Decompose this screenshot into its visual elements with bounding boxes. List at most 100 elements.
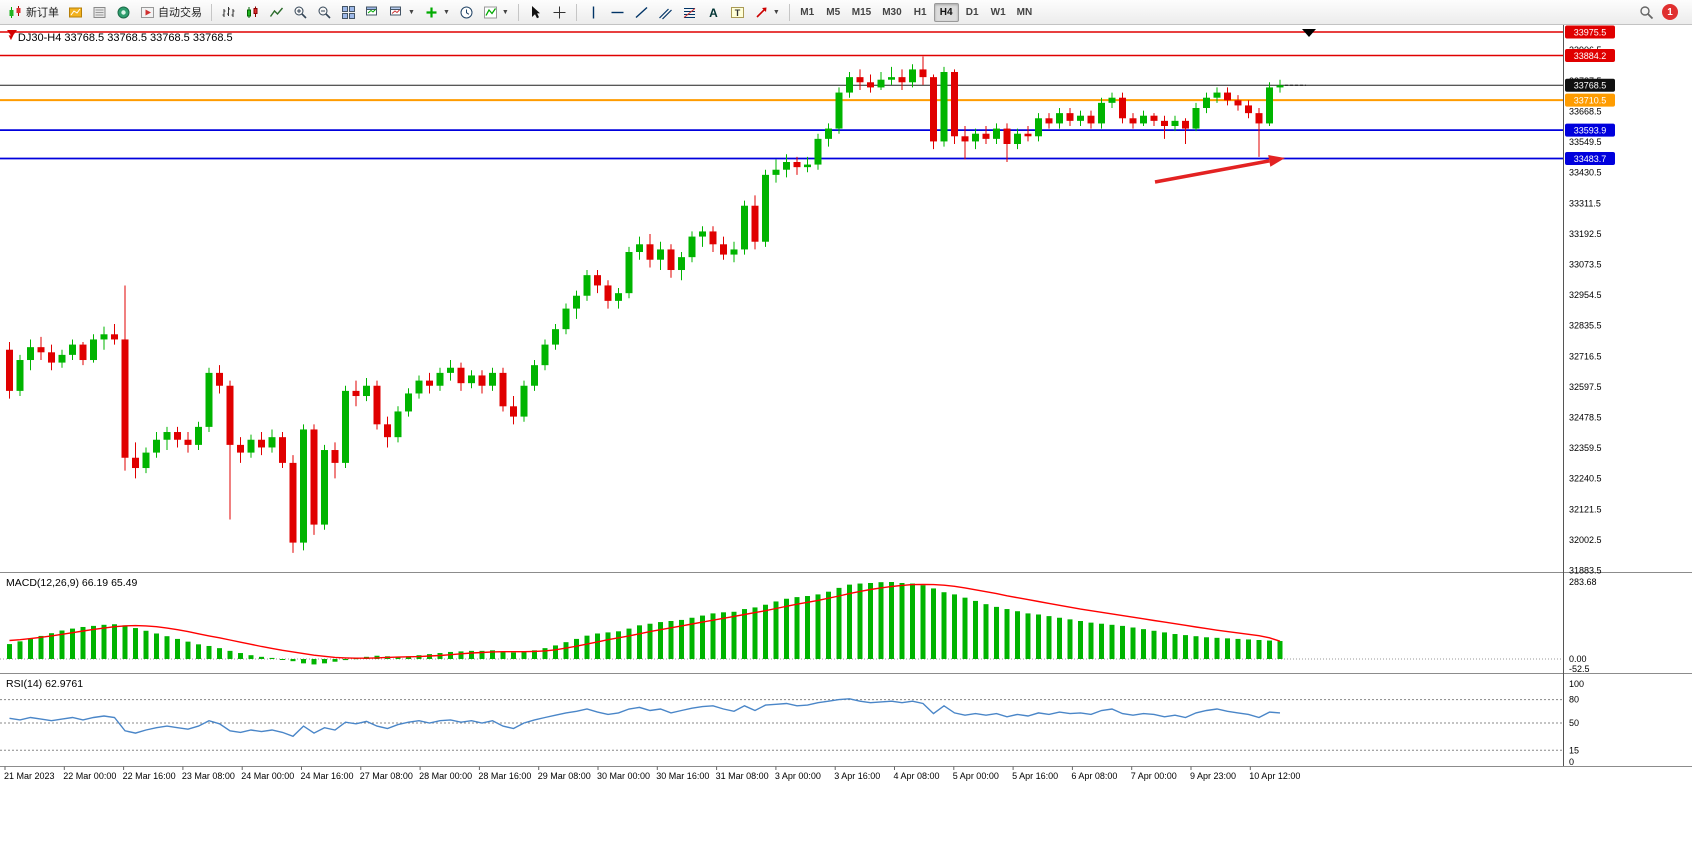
new-chart-icon: [69, 7, 82, 17]
svg-text:0.00: 0.00: [1569, 654, 1587, 664]
svg-text:24 Mar 00:00: 24 Mar 00:00: [241, 771, 294, 781]
macd-values: 66.19 65.49: [81, 577, 138, 589]
svg-text:5 Apr 00:00: 5 Apr 00:00: [953, 771, 999, 781]
candlestick-chart-icon: [247, 6, 258, 18]
indicators-button[interactable]: ▼: [479, 2, 513, 23]
channel-tool-button[interactable]: [654, 2, 677, 23]
chart-ohlc-label: ▼ DJ30-H4 33768.5 33768.5 33768.5 33768.5: [7, 32, 233, 44]
arrow-tool-icon: [756, 7, 767, 18]
chart-area: 33906.533787.533668.533549.533430.533311…: [0, 25, 1692, 850]
autotrading-button[interactable]: 自动交易: [136, 2, 206, 23]
text-tool-button[interactable]: A: [702, 2, 725, 23]
rsi-value: 62.9761: [45, 678, 84, 690]
svg-text:0: 0: [1569, 757, 1574, 767]
tile-windows-button[interactable]: [337, 2, 360, 23]
svg-text:21 Mar 2023: 21 Mar 2023: [4, 771, 55, 781]
cascade-windows-button[interactable]: [361, 2, 384, 23]
cascade-windows-icon: [366, 6, 377, 15]
chart-profile-button[interactable]: ▼: [385, 2, 419, 23]
timeframe-button-m30[interactable]: M30: [877, 3, 906, 22]
svg-text:23 Mar 08:00: 23 Mar 08:00: [182, 771, 235, 781]
chevron-down-icon: ▼: [408, 8, 415, 16]
new-chart-button[interactable]: [64, 2, 87, 23]
new-order-button[interactable]: 新订单: [4, 2, 63, 23]
crosshair-button[interactable]: [548, 2, 571, 23]
svg-text:30 Mar 16:00: 30 Mar 16:00: [656, 771, 709, 781]
horizontal-line-icon: [611, 11, 624, 13]
price-chart-canvas[interactable]: 33906.533787.533668.533549.533430.533311…: [0, 25, 1692, 850]
chart-profile-icon: [390, 6, 401, 15]
svg-text:32359.5: 32359.5: [1569, 443, 1602, 453]
svg-text:10 Apr 12:00: 10 Apr 12:00: [1249, 771, 1300, 781]
line-chart-button[interactable]: [265, 2, 288, 23]
svg-text:33668.5: 33668.5: [1569, 106, 1602, 116]
svg-text:28 Mar 16:00: 28 Mar 16:00: [478, 771, 531, 781]
autotrading-icon: [141, 6, 154, 18]
candlestick-chart-button[interactable]: [241, 2, 264, 23]
data-window-button[interactable]: [88, 2, 111, 23]
search-icon[interactable]: [1639, 5, 1654, 20]
new-order-label: 新订单: [26, 7, 59, 19]
line-chart-icon: [269, 7, 284, 17]
ohlc-values: 33768.5 33768.5 33768.5 33768.5: [64, 32, 233, 44]
timeframe-button-d1[interactable]: D1: [960, 3, 985, 22]
period-clock-button[interactable]: [455, 2, 478, 23]
svg-text:4 Apr 08:00: 4 Apr 08:00: [894, 771, 940, 781]
zoom-in-icon: [294, 6, 307, 19]
timeframe-button-m1[interactable]: M1: [795, 3, 820, 22]
svg-text:24 Mar 16:00: 24 Mar 16:00: [301, 771, 354, 781]
zoom-out-icon: [318, 6, 331, 19]
svg-text:32954.5: 32954.5: [1569, 290, 1602, 300]
svg-text:7 Apr 00:00: 7 Apr 00:00: [1131, 771, 1177, 781]
svg-text:22 Mar 16:00: 22 Mar 16:00: [123, 771, 176, 781]
timeframe-button-h4[interactable]: H4: [933, 2, 959, 22]
chevron-down-icon: ▼: [442, 8, 450, 16]
svg-text:33430.5: 33430.5: [1569, 168, 1602, 178]
svg-text:5 Apr 16:00: 5 Apr 16:00: [1012, 771, 1058, 781]
timeframe-button-m5[interactable]: M5: [821, 3, 846, 22]
svg-text:33975.5: 33975.5: [1574, 28, 1607, 38]
arrows-tool-button[interactable]: ▼: [750, 2, 784, 23]
svg-text:27 Mar 08:00: 27 Mar 08:00: [360, 771, 413, 781]
trendline-tool-button[interactable]: [630, 2, 653, 23]
zoom-out-button[interactable]: [313, 2, 336, 23]
new-window-plus-icon: [426, 7, 437, 17]
svg-text:100: 100: [1569, 679, 1584, 689]
timeframe-button-m15[interactable]: M15: [847, 3, 876, 22]
svg-text:32121.5: 32121.5: [1569, 504, 1602, 514]
toolbar-separator: [517, 3, 519, 21]
timeframe-button-w1[interactable]: W1: [986, 3, 1011, 22]
svg-text:3 Apr 00:00: 3 Apr 00:00: [775, 771, 821, 781]
crosshair-icon: [553, 6, 566, 18]
mql5-community-icon: [117, 6, 130, 18]
mql5-community-button[interactable]: [112, 2, 135, 23]
bar-chart-button[interactable]: [217, 2, 240, 23]
macd-indicator-label: MACD(12,26,9) 66.19 65.49: [6, 577, 137, 589]
svg-text:33768.5: 33768.5: [1574, 81, 1607, 91]
label-tool-icon: T: [730, 6, 744, 18]
tile-windows-icon: [342, 5, 355, 19]
svg-text:283.68: 283.68: [1569, 577, 1597, 587]
timeframe-button-h1[interactable]: H1: [908, 3, 933, 22]
channel-icon: [658, 8, 672, 19]
zoom-in-button[interactable]: [289, 2, 312, 23]
new-window-button[interactable]: ▼: [420, 2, 454, 23]
label-tool-button[interactable]: T: [726, 2, 749, 23]
svg-text:A: A: [709, 6, 718, 20]
svg-text:32835.5: 32835.5: [1569, 321, 1602, 331]
svg-text:-52.5: -52.5: [1569, 664, 1590, 674]
notification-badge[interactable]: 1: [1662, 4, 1678, 20]
fibonacci-tool-button[interactable]: [678, 2, 701, 23]
svg-text:50: 50: [1569, 718, 1579, 728]
horizontal-line-tool-button[interactable]: [606, 2, 629, 23]
chevron-down-icon: ▼: [501, 8, 509, 16]
svg-text:33593.9: 33593.9: [1574, 126, 1607, 136]
cursor-button[interactable]: [524, 2, 547, 23]
timeframe-button-mn[interactable]: MN: [1012, 3, 1038, 22]
vertical-line-icon: [592, 6, 595, 18]
svg-text:33549.5: 33549.5: [1569, 137, 1602, 147]
vertical-line-tool-button[interactable]: [582, 2, 605, 23]
svg-text:6 Apr 08:00: 6 Apr 08:00: [1071, 771, 1117, 781]
svg-text:15: 15: [1569, 745, 1579, 755]
